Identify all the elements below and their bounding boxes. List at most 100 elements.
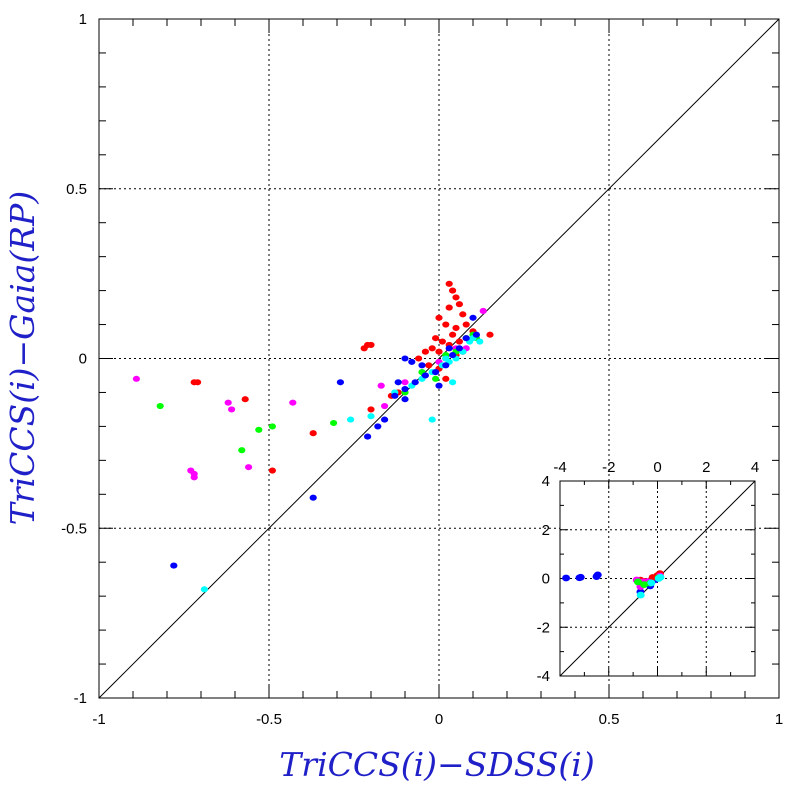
data-point xyxy=(401,379,409,386)
data-point xyxy=(200,586,208,593)
x-tick-label: 0 xyxy=(435,711,443,728)
inset-y-tick-label: -4 xyxy=(537,668,550,685)
inset-data-point xyxy=(634,578,642,586)
data-point xyxy=(428,345,436,352)
inset-data-point xyxy=(576,573,585,581)
data-point xyxy=(449,287,457,294)
data-point xyxy=(418,362,426,369)
inset-y-tick-label: -2 xyxy=(537,619,550,636)
data-point xyxy=(309,430,317,437)
y-tick-label: -1 xyxy=(74,690,87,707)
data-point xyxy=(377,382,385,389)
data-point xyxy=(452,294,460,301)
y-tick-label: 0 xyxy=(79,351,87,368)
data-point xyxy=(449,331,457,338)
data-point xyxy=(364,433,372,440)
data-point xyxy=(374,423,382,430)
data-point xyxy=(347,416,355,423)
data-point xyxy=(442,362,450,369)
inset-x-tick-label: -4 xyxy=(553,459,566,476)
data-point xyxy=(132,375,140,382)
data-point xyxy=(486,331,494,338)
data-point xyxy=(367,341,375,348)
data-point xyxy=(268,467,276,474)
data-point xyxy=(479,307,487,315)
data-point xyxy=(170,562,178,569)
data-point xyxy=(411,379,419,386)
inset-y-tick-label: 4 xyxy=(542,473,550,490)
data-point xyxy=(401,385,409,393)
data-point xyxy=(432,369,440,376)
inset-x-tick-label: 0 xyxy=(653,459,661,476)
y-tick-label: 0.5 xyxy=(66,181,87,198)
data-point xyxy=(445,280,453,287)
data-point xyxy=(391,392,399,399)
inset-y-tick-label: 2 xyxy=(542,522,550,539)
data-point xyxy=(421,372,429,379)
inset-y-tick-label: 0 xyxy=(542,571,550,588)
inset-data-point xyxy=(593,571,602,579)
data-point xyxy=(367,406,375,413)
data-point xyxy=(360,345,368,352)
data-point xyxy=(190,474,198,481)
inset-data-point xyxy=(640,581,649,588)
x-tick-label: -1 xyxy=(92,711,105,728)
data-point xyxy=(452,324,460,332)
data-point xyxy=(469,314,477,321)
data-point xyxy=(462,335,470,342)
data-point xyxy=(442,321,450,328)
inset-x-tick-label: 4 xyxy=(751,459,759,476)
inset-x-tick-label: 2 xyxy=(702,459,710,476)
data-point xyxy=(428,416,436,423)
y-tick-label: 1 xyxy=(79,11,87,28)
data-point xyxy=(336,379,344,386)
data-point xyxy=(228,406,236,413)
data-point xyxy=(381,402,389,410)
data-point xyxy=(459,311,467,318)
data-point xyxy=(241,396,249,403)
data-point xyxy=(268,423,276,430)
x-axis-title: TriCCS(i)−SDSS(i) xyxy=(279,745,594,784)
inset-data-point xyxy=(636,591,645,599)
inset-data-point xyxy=(647,579,656,587)
data-point xyxy=(432,375,440,382)
data-point xyxy=(156,402,164,410)
x-tick-label: -0.5 xyxy=(256,711,282,728)
data-point xyxy=(289,399,297,406)
data-point xyxy=(442,375,450,382)
data-point xyxy=(435,382,443,389)
data-point xyxy=(309,494,317,501)
data-point xyxy=(245,464,253,471)
inset-x-tick-label: -2 xyxy=(602,459,615,476)
data-point xyxy=(421,348,429,355)
data-point xyxy=(435,348,443,355)
x-tick-label: 0.5 xyxy=(599,711,620,728)
data-point xyxy=(455,345,463,352)
data-point xyxy=(472,331,480,338)
data-point xyxy=(442,355,450,362)
data-point xyxy=(445,345,453,352)
y-tick-label: -0.5 xyxy=(61,520,87,537)
x-tick-label: 1 xyxy=(775,711,783,728)
inset-data-point xyxy=(656,573,665,581)
data-point xyxy=(401,355,409,362)
one-to-one-line xyxy=(98,18,780,699)
data-point xyxy=(224,399,232,406)
data-point xyxy=(432,335,440,342)
data-point xyxy=(330,419,338,427)
inset-data-point xyxy=(648,574,657,581)
data-point xyxy=(194,379,202,386)
data-point xyxy=(425,362,433,369)
data-point xyxy=(435,314,443,321)
data-point xyxy=(367,413,375,420)
data-point xyxy=(255,426,263,433)
data-point xyxy=(449,352,457,359)
data-point xyxy=(455,301,463,308)
data-point xyxy=(394,379,402,386)
data-point xyxy=(381,416,389,423)
data-point xyxy=(401,396,409,403)
data-point xyxy=(238,447,246,454)
data-point xyxy=(415,355,423,362)
